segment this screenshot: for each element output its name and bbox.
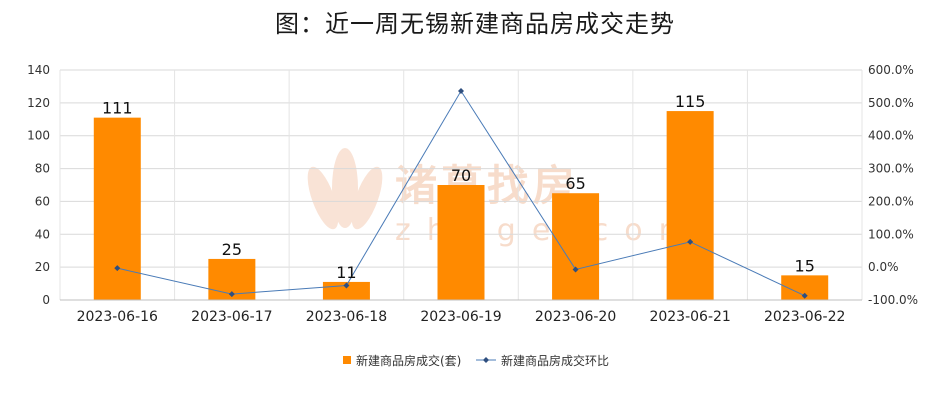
bar [437, 185, 485, 300]
x-tick-label: 2023-06-21 [649, 309, 730, 325]
y-left-tick-label: 40 [35, 227, 50, 241]
y-right-tick-label: -100.0% [868, 293, 918, 307]
bar [552, 193, 600, 300]
y-right-tick-label: 200.0% [868, 194, 914, 208]
line-point [572, 266, 579, 273]
y-right-tick-label: 0.0% [868, 260, 899, 274]
y-right-tick-label: 600.0% [868, 63, 914, 77]
bar-series [93, 111, 829, 301]
bar-value-label: 111 [102, 99, 133, 118]
y-left-tick-label: 60 [35, 194, 50, 208]
legend: 新建商品房成交(套) 新建商品房成交环比 [343, 353, 609, 368]
data-labels: 111 25 11 70 65 115 15 [102, 92, 815, 282]
x-tick-label: 2023-06-22 [764, 309, 845, 325]
line-point [801, 292, 808, 299]
legend-line-label: 新建商品房成交环比 [501, 353, 609, 368]
legend-bar-swatch [343, 356, 351, 364]
bar-value-label: 70 [451, 166, 471, 185]
x-tick-label: 2023-06-20 [535, 309, 616, 325]
bar-value-label: 25 [222, 240, 242, 259]
watermark-petal [332, 148, 358, 228]
line-point [687, 238, 694, 245]
bar-value-label: 11 [336, 263, 356, 282]
axes: 0 20 40 60 80 100 120 140 -100.0% 0.0% 100.0% 200.0… [27, 63, 918, 325]
y-left-tick-label: 0 [42, 293, 50, 307]
bar [93, 117, 141, 301]
legend-bar-label: 新建商品房成交(套) [356, 353, 461, 368]
bar-value-label: 15 [795, 256, 815, 275]
y-left-tick-label: 80 [35, 162, 50, 176]
watermark-petal [307, 166, 339, 230]
line-series [114, 88, 808, 299]
line-point [458, 88, 464, 95]
y-right-tick-label: 100.0% [868, 227, 914, 241]
y-left-tick-label: 100 [27, 129, 50, 143]
legend-line-marker [483, 357, 489, 363]
y-right-tick-label: 400.0% [868, 129, 914, 143]
x-tick-label: 2023-06-18 [306, 309, 387, 325]
y-right-tick-label: 300.0% [868, 162, 914, 176]
y-right-tick-label: 500.0% [868, 96, 914, 110]
bar-value-label: 65 [565, 174, 585, 193]
bar-value-label: 115 [675, 92, 706, 111]
x-tick-label: 2023-06-19 [420, 309, 501, 325]
y-left-tick-label: 120 [27, 96, 50, 110]
line-point [228, 291, 235, 298]
bar [666, 111, 714, 300]
y-left-tick-label: 140 [27, 63, 50, 77]
line-point [343, 282, 350, 289]
line-point [114, 265, 121, 272]
x-tick-label: 2023-06-17 [191, 309, 272, 325]
x-tick-label: 2023-06-16 [77, 309, 158, 325]
y-left-tick-label: 20 [35, 260, 50, 274]
chart-title: 图：近一周无锡新建商品房成交走势 [275, 10, 675, 38]
watermark-petal [351, 166, 383, 230]
